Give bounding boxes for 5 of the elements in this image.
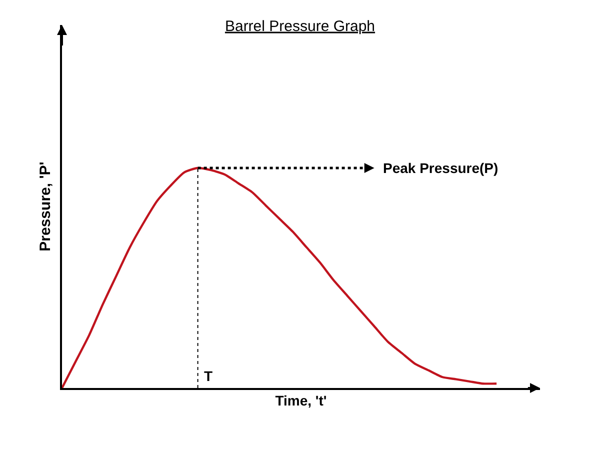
- annotation: Peak Pressure(P): [383, 160, 498, 176]
- x-axis-title: Time, 't': [275, 392, 327, 409]
- y-axis-title: Pressure, 'P': [36, 162, 54, 252]
- annotation: T: [204, 368, 213, 384]
- chart-title: Barrel Pressure Graph: [224, 18, 376, 35]
